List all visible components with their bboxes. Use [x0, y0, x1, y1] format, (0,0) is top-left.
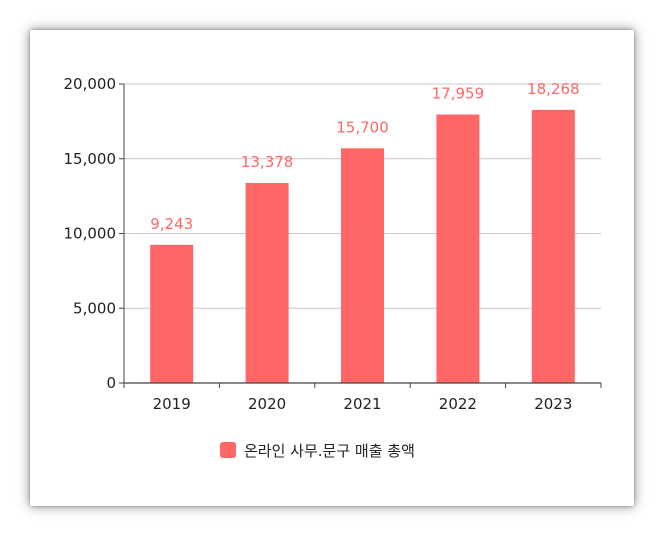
bar-2023: [531, 109, 575, 383]
x-tick-label-2021: 2021: [343, 395, 381, 413]
y-tick-label: 10,000: [64, 225, 117, 243]
bars: [150, 109, 575, 384]
y-tick-label: 15,000: [64, 150, 117, 168]
bar-2022: [436, 114, 480, 384]
bar-2019: [150, 244, 194, 383]
legend-label: 온라인 사무.문구 매출 총액: [244, 441, 415, 460]
legend-swatch: [220, 442, 236, 458]
bar-2021: [341, 148, 384, 383]
axes: [119, 83, 602, 388]
data-label-2019: 9,243: [150, 215, 193, 233]
y-tick-label: 0: [106, 374, 116, 392]
data-label-2023: 18,268: [527, 80, 580, 98]
chart-card: 0 5,000 10,000 15,000 20,000 9,243 2019 13,378 2…: [30, 30, 634, 506]
labels: 0 5,000 10,000 15,000 20,000 9,243 2019 13,378 2…: [64, 75, 580, 413]
legend: 온라인 사무.문구 매출 총액: [220, 438, 415, 462]
data-label-2022: 17,959: [432, 85, 485, 103]
y-tick-label: 5,000: [73, 299, 116, 317]
x-tick-label-2022: 2022: [439, 395, 477, 413]
x-tick-label-2019: 2019: [153, 395, 191, 413]
x-tick-label-2020: 2020: [248, 395, 286, 413]
y-tick-label: 20,000: [64, 75, 117, 93]
data-label-2020: 13,378: [241, 153, 294, 171]
data-label-2021: 15,700: [336, 118, 389, 136]
bar-2020: [245, 182, 289, 383]
x-tick-label-2023: 2023: [534, 395, 572, 413]
